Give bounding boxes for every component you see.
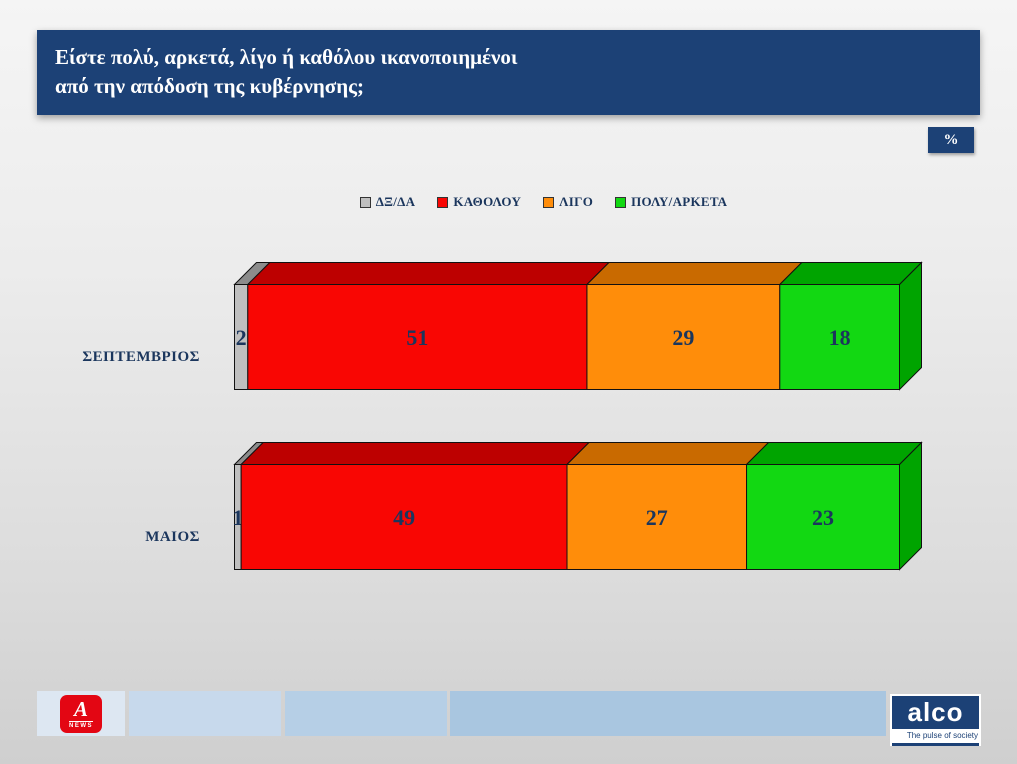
chart-legend: ΔΞ/ΔΑ ΚΑΘΟΛΟΥ ΛΙΓΟ ΠΟΛΥ/ΑΡΚΕΤΑ xyxy=(70,194,1017,210)
bar-segment xyxy=(746,464,900,570)
bar-value-label: 2 xyxy=(236,325,247,350)
alpha-letter: A xyxy=(73,696,88,721)
bar-value-label: 51 xyxy=(406,325,428,350)
bar-segment xyxy=(240,464,568,570)
legend-label: ΚΑΘΟΛΟΥ xyxy=(453,194,522,209)
bar-value-label: 27 xyxy=(646,505,668,530)
bar-value-label: 29 xyxy=(672,325,694,350)
bar-segment-side xyxy=(899,441,922,571)
bar-segment-top xyxy=(778,262,923,285)
stacked-bar: 1 49 27 23 xyxy=(232,441,923,571)
footer-band-1 xyxy=(129,691,281,736)
bar-segment xyxy=(247,284,588,390)
legend-label: ΔΞ/ΔΑ xyxy=(375,194,416,209)
legend-label: ΠΟΛΥ/ΑΡΚΕΤΑ xyxy=(631,194,728,209)
alco-tagline: The pulse of society xyxy=(892,729,979,746)
bar-segment-top xyxy=(745,442,923,465)
bar-row: ΜΑΙΟΣ 1 49 27 23 xyxy=(0,441,923,571)
bar-segment-top xyxy=(246,262,611,285)
footer-band-2 xyxy=(285,691,447,736)
legend-item: ΛΙΓΟ xyxy=(543,194,593,210)
bar-row: ΣΕΠΤΕΜΒΡΙΟΣ 2 51 29 18 xyxy=(0,261,923,391)
bar-segment xyxy=(586,284,781,390)
alco-logo: alco The pulse of society xyxy=(890,694,981,746)
bar-value-label: 23 xyxy=(812,505,834,530)
legend-item: ΚΑΘΟΛΟΥ xyxy=(437,194,521,210)
bar-segment-top xyxy=(239,442,591,465)
alpha-news-logo: A NEWS xyxy=(60,694,102,733)
alpha-news-text: NEWS xyxy=(69,720,93,729)
category-label: ΣΕΠΤΕΜΒΡΙΟΣ xyxy=(82,349,200,365)
legend-item: ΠΟΛΥ/ΑΡΚΕΤΑ xyxy=(615,194,727,210)
title-line-2: από την απόδοση της κυβέρνησης; xyxy=(55,74,364,99)
percent-badge: % xyxy=(928,127,974,153)
bar-segment xyxy=(566,464,748,570)
legend-swatch-icon xyxy=(359,196,371,208)
legend-swatch-icon xyxy=(615,196,627,208)
bar-value-label: 18 xyxy=(829,325,851,350)
title-line-1: Είστε πολύ, αρκετά, λίγο ή καθόλου ικανο… xyxy=(55,45,518,69)
bar-value-label: 49 xyxy=(393,505,415,530)
footer-band-3 xyxy=(450,691,886,736)
bar-segment-top xyxy=(585,262,804,285)
category-label: ΜΑΙΟΣ xyxy=(145,529,200,545)
bar-value-label: 1 xyxy=(232,505,243,530)
title-banner: Είστε πολύ, αρκετά, λίγο ή καθόλου ικανο… xyxy=(37,30,980,115)
alco-logo-text: alco xyxy=(892,696,979,729)
footer-alpha-box: A NEWS xyxy=(37,691,125,736)
legend-swatch-icon xyxy=(543,196,555,208)
legend-swatch-icon xyxy=(437,196,449,208)
legend-label: ΛΙΓΟ xyxy=(559,194,594,209)
bar-segment xyxy=(779,284,900,390)
legend-item: ΔΞ/ΔΑ xyxy=(359,194,416,210)
bar-segment-top xyxy=(565,442,770,465)
stacked-bar: 2 51 29 18 xyxy=(233,261,923,391)
bar-segment-side xyxy=(899,261,922,391)
